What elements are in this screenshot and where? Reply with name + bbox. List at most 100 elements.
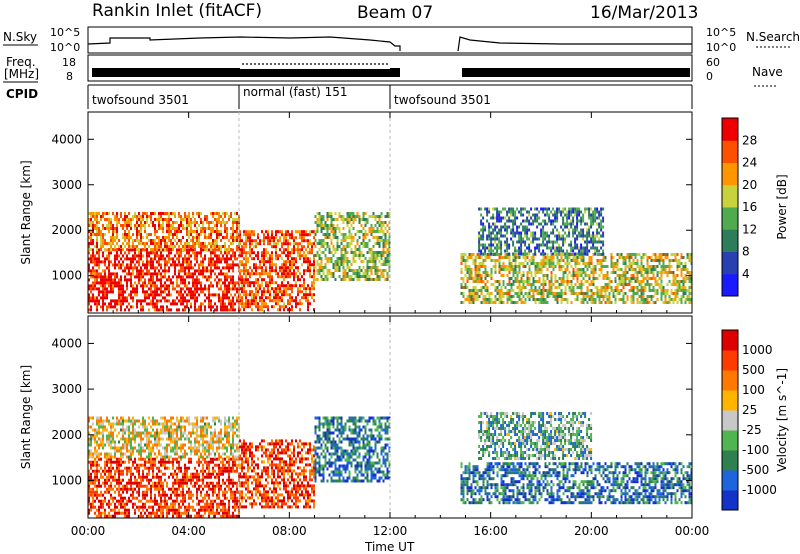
range-gate-cell (94, 299, 96, 303)
range-gate-cell (522, 213, 525, 217)
range-gate-cell (526, 219, 529, 223)
range-gate-cell (305, 239, 307, 243)
range-gate-cell (168, 221, 170, 224)
range-gate-cell (204, 287, 206, 291)
range-gate-cell (564, 207, 567, 211)
range-gate-cell (326, 233, 329, 236)
range-gate-cell (580, 274, 583, 277)
range-gate-cell (534, 213, 537, 217)
range-gate-cell (226, 308, 228, 312)
range-gate-cell (247, 230, 249, 234)
range-gate-cell (168, 227, 170, 230)
range-gate-cell (520, 298, 523, 301)
range-gate-cell (299, 299, 301, 303)
range-gate-cell (538, 298, 541, 301)
range-gate-cell (606, 277, 609, 280)
range-gate-cell (156, 284, 158, 288)
range-gate-cell (624, 277, 627, 280)
range-gate-cell (110, 469, 112, 473)
range-gate-cell (182, 287, 184, 291)
range-gate-cell (309, 269, 311, 273)
range-gate-cell (622, 280, 625, 283)
range-gate-cell (664, 301, 667, 304)
range-gate-cell (309, 230, 311, 234)
range-gate-cell (90, 287, 92, 291)
range-gate-cell (600, 213, 603, 217)
range-gate-cell (334, 233, 337, 236)
range-gate-cell (596, 210, 599, 214)
range-gate-cell (684, 298, 687, 301)
range-gate-cell (592, 298, 595, 301)
range-gate-cell (285, 230, 287, 234)
range-gate-cell (148, 254, 150, 258)
range-gate-cell (98, 463, 100, 467)
range-gate-cell (112, 299, 114, 303)
range-gate-cell (680, 298, 683, 301)
y-tick-label: 4000 (51, 132, 82, 146)
range-gate-cell (344, 272, 347, 275)
range-gate-cell (510, 286, 513, 289)
range-gate-cell (462, 286, 465, 289)
range-gate-cell (372, 263, 375, 266)
range-gate-cell (130, 484, 132, 488)
range-gate-cell (188, 215, 190, 218)
range-gate-cell (388, 212, 391, 215)
range-gate-cell (311, 275, 313, 279)
range-gate-cell (562, 228, 565, 232)
range-gate-cell (632, 253, 635, 256)
range-gate-cell (112, 272, 114, 276)
range-gate-cell (210, 266, 212, 270)
range-gate-cell (126, 466, 128, 470)
range-gate-cell (498, 259, 501, 262)
range-gate-cell (128, 308, 130, 312)
range-gate-cell (576, 252, 579, 256)
range-gate-cell (236, 263, 238, 267)
range-gate-cell (364, 257, 367, 260)
range-gate-cell (600, 286, 603, 289)
range-gate-cell (538, 246, 541, 250)
range-gate-cell (618, 298, 621, 301)
range-gate-cell (128, 212, 130, 215)
range-gate-cell (106, 287, 108, 291)
range-gate-cell (190, 302, 192, 306)
range-gate-cell (90, 230, 92, 233)
range-gate-cell (92, 239, 94, 242)
range-gate-cell (598, 268, 601, 271)
range-gate-cell (366, 221, 369, 224)
range-gate-cell (160, 308, 162, 312)
range-gate-cell (520, 289, 523, 292)
range-gate-cell (388, 266, 391, 269)
range-gate-cell (372, 230, 375, 233)
range-gate-cell (546, 262, 549, 265)
range-gate-cell (100, 248, 102, 251)
range-gate-cell (640, 298, 643, 301)
range-gate-cell (488, 237, 491, 241)
range-gate-cell (548, 234, 551, 238)
range-gate-cell (530, 283, 533, 286)
range-gate-cell (293, 242, 295, 246)
range-gate-cell (490, 225, 493, 229)
range-gate-cell (476, 277, 479, 280)
range-gate-cell (228, 218, 230, 221)
range-gate-cell (676, 274, 679, 277)
range-gate-cell (249, 275, 251, 279)
range-gate-cell (572, 216, 575, 220)
range-gate-cell (382, 230, 385, 233)
range-gate-cell (358, 275, 361, 278)
range-gate-cell (340, 248, 343, 251)
range-gate-cell (570, 222, 573, 226)
range-gate-cell (132, 481, 134, 485)
range-gate-cell (676, 262, 679, 265)
range-gate-cell (96, 257, 98, 261)
range-gate-cell (96, 469, 98, 473)
range-gate-cell (536, 219, 539, 223)
range-gate-cell (222, 305, 224, 309)
range-gate-cell (634, 262, 637, 265)
range-gate-cell (518, 210, 521, 214)
range-gate-cell (318, 239, 321, 242)
range-gate-cell (170, 218, 172, 221)
range-gate-cell (596, 253, 599, 256)
range-gate-cell (602, 234, 605, 238)
range-gate-cell (622, 271, 625, 274)
range-gate-cell (166, 230, 168, 233)
